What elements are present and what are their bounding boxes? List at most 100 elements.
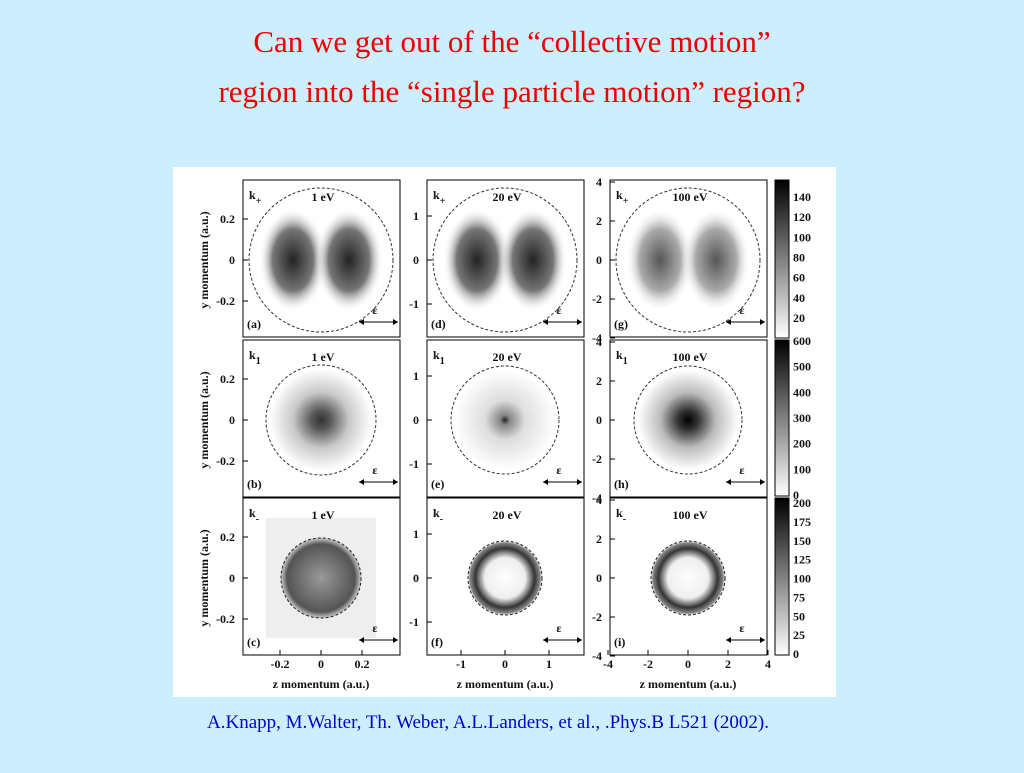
colorbar-tick-label: 200 [793,496,811,510]
epsilon: ε [739,463,744,477]
panel-k-label: k+ [616,188,629,207]
colorbar-tick-label: 150 [793,534,811,548]
colorbar-tick-label: 500 [793,360,811,374]
boundary [265,364,377,476]
colorbar-tick-label: 25 [793,628,805,642]
panel-k-label: k+ [433,188,446,207]
panel-k-label: k+ [249,188,262,207]
panel-k-label: k1 [249,348,261,367]
distribution [270,369,372,471]
colorbar-tick-label: 100 [793,230,811,244]
boundary [248,187,394,333]
x-tick-label: -0.2 [271,657,290,671]
boundary [280,537,362,619]
distribution [682,208,750,312]
distribution [468,541,542,615]
panel-k-label: k1 [616,348,628,367]
x-tick-label: -2 [643,657,653,671]
x-tick-label: -4 [603,657,613,671]
panel-label: (a) [247,317,261,331]
boundary [432,187,578,333]
k-subscript: + [256,196,262,207]
k-subscript: + [440,196,446,207]
y-axis-label: y momentum (a.u.) [197,529,211,626]
y-tick-label: 0 [413,571,419,585]
panel-energy: 20 eV [493,508,522,522]
panel-label: (g) [614,317,628,331]
colorbar [774,497,790,656]
y-tick-label: -4 [592,649,602,663]
y-axis-label: y momentum (a.u.) [197,211,211,308]
distribution [259,208,327,312]
y-tick-label: 1 [413,209,419,223]
y-tick-label: 0 [413,413,419,427]
k-symbol: k [616,348,623,362]
distribution [455,370,555,470]
colorbar-tick-label: 75 [793,590,805,604]
distribution [315,208,383,312]
panel-energy: 20 eV [493,190,522,204]
k-symbol: k [433,348,440,362]
colorbar-tick-label: 80 [793,251,805,265]
colorbar-tick-label: 200 [793,437,811,451]
y-tick-label: 0 [596,253,602,267]
colorbar-tick-label: 50 [793,609,805,623]
colorbar-tick-label: 400 [793,385,811,399]
y-tick-label: 1 [413,369,419,383]
epsilon: ε [372,463,377,477]
distribution [443,208,511,312]
x-axis-label: z momentum (a.u.) [457,677,554,691]
y-tick-label: 2 [596,214,602,228]
y-tick-label: 4 [596,335,602,349]
epsilon: ε [556,621,561,635]
y-tick-label: -1 [409,615,419,629]
y-tick-label: 2 [596,532,602,546]
y-tick-label: 0.2 [220,372,235,386]
epsilon: ε [372,303,377,317]
k-symbol: k [433,506,440,520]
title-line: Can we get out of the “collective motion… [253,24,770,59]
panel-energy: 20 eV [493,350,522,364]
x-tick-label: -1 [456,657,466,671]
k-symbol: k [616,188,623,202]
y-tick-label: 0.2 [220,530,235,544]
y-tick-label: 0 [596,413,602,427]
boundary [650,540,726,616]
panel-energy: 1 eV [312,190,335,204]
colorbar-tick-label: 0 [793,647,799,661]
distribution [638,370,738,470]
k-subscript: + [623,196,629,207]
panel-k-label: k- [616,506,626,525]
colorbar-tick-label: 40 [793,291,805,305]
y-axis-label: y momentum (a.u.) [197,371,211,468]
citation: A.Knapp, M.Walter, Th. Weber, A.L.Lander… [207,712,769,733]
k-subscript: 1 [256,356,261,367]
y-tick-label: -0.2 [216,294,235,308]
boundary [615,187,761,333]
epsilon: ε [556,303,561,317]
panel-energy: 100 eV [673,190,708,204]
y-tick-label: -2 [592,610,602,624]
colorbar-tick-label: 100 [793,572,811,586]
k-symbol: k [249,188,256,202]
panel-k-label: k- [249,506,259,525]
y-tick-label: -2 [592,292,602,306]
x-axis-label: z momentum (a.u.) [273,677,370,691]
x-axis-label: z momentum (a.u.) [640,677,737,691]
k-symbol: k [249,506,256,520]
k-subscript: 1 [440,356,445,367]
panel-label: (f) [431,635,443,649]
epsilon: ε [372,621,377,635]
y-tick-label: 0 [229,253,235,267]
epsilon: ε [739,621,744,635]
x-tick-label: 0 [685,657,691,671]
panel-label: (e) [431,477,444,491]
colorbar [774,339,790,497]
panel-k-label: k1 [433,348,445,367]
colorbar-tick-label: 140 [793,190,811,204]
y-tick-label: 0 [229,413,235,427]
panel-energy: 1 eV [312,350,335,364]
y-tick-label: 4 [596,175,602,189]
title-line: region into the “single particle motion”… [218,74,805,109]
distribution [281,538,361,618]
